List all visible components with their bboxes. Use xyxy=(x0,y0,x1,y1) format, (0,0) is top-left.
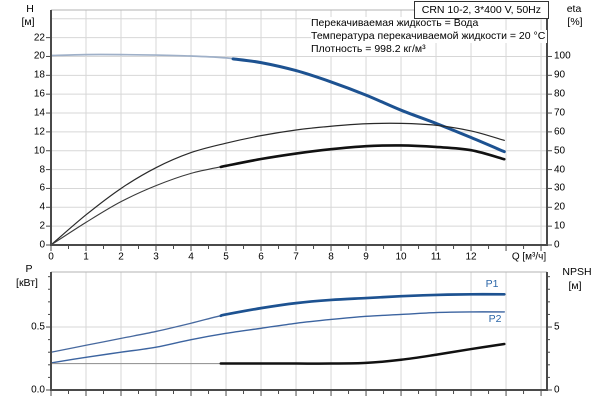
curve-NPSH-curve xyxy=(219,342,506,365)
right-tick-label: 20 xyxy=(554,201,566,213)
p-axis-title: P xyxy=(25,263,33,275)
npsh-axis-unit: [м] xyxy=(568,280,582,292)
right-tick-label: 80 xyxy=(554,88,566,100)
right-tick-label: 0 xyxy=(554,239,560,251)
right-tick-label: 60 xyxy=(554,126,566,138)
right-tick-label: 30 xyxy=(554,182,566,194)
left-tick-label: 20 xyxy=(33,50,45,62)
npsh-axis-title: NPSH xyxy=(562,266,592,278)
x-tick-label: 4 xyxy=(188,251,194,263)
left-tick-label: 4 xyxy=(39,201,45,213)
x-tick-label: 0 xyxy=(48,251,54,263)
h-axis-unit: [м] xyxy=(21,16,35,28)
eta-axis-unit: [%] xyxy=(567,16,583,28)
x-tick-label: 9 xyxy=(363,251,369,263)
right-tick-label: 90 xyxy=(554,69,566,81)
q-axis-unit: Q [м³/ч] xyxy=(511,251,547,263)
right-tick-label: 10 xyxy=(554,220,566,232)
right-tick-label: 100 xyxy=(554,50,571,62)
left-tick-label: 18 xyxy=(33,69,45,81)
curve-eta-pump-motor xyxy=(219,144,506,169)
right-tick-label: 0 xyxy=(554,384,560,396)
annotation-density: Плотность = 998.2 кг/м³ xyxy=(311,43,428,56)
left-tick-label: 22 xyxy=(33,32,45,44)
p-axis-unit: [кВт] xyxy=(16,277,38,289)
pump-title-box: CRN 10-2, 3*400 V, 50Hz xyxy=(413,1,549,19)
right-tick-label: 5 xyxy=(554,321,560,333)
left-tick-label: 12 xyxy=(33,126,45,138)
left-tick-label: 0.5 xyxy=(31,321,45,333)
left-tick-label: 8 xyxy=(39,164,45,176)
x-tick-label: 5 xyxy=(223,251,229,263)
annotation-block: Перекачиваемая жидкость = Вода Температу… xyxy=(311,17,548,56)
x-tick-label: 12 xyxy=(465,251,477,263)
right-tick-label: 40 xyxy=(554,164,566,176)
curve-H-curve xyxy=(231,57,506,154)
x-tick-label: 3 xyxy=(153,251,159,263)
curve-P2-curve xyxy=(50,311,505,364)
annotation-temperature: Температура перекачиваемой жидкости = 20… xyxy=(311,30,548,43)
p1-curve-label: P1 xyxy=(485,278,499,290)
x-tick-label: 6 xyxy=(258,251,264,263)
left-tick-label: 6 xyxy=(39,182,45,194)
x-tick-label: 11 xyxy=(430,251,442,263)
eta-axis-title: eta xyxy=(566,3,582,15)
left-tick-label: 0 xyxy=(39,239,45,251)
x-tick-label: 2 xyxy=(118,251,124,263)
curve-P1-curve xyxy=(219,292,506,318)
left-tick-label: 14 xyxy=(33,107,45,119)
left-tick-label: 10 xyxy=(33,145,45,157)
right-tick-label: 70 xyxy=(554,107,566,119)
curve-eta-pump xyxy=(50,122,505,246)
annotation-liquid: Перекачиваемая жидкость = Вода xyxy=(311,17,481,30)
left-tick-label: 16 xyxy=(33,88,45,100)
left-tick-label: 2 xyxy=(39,220,45,232)
right-tick-label: 50 xyxy=(554,145,566,157)
p2-curve-label: P2 xyxy=(488,313,502,325)
x-tick-label: 1 xyxy=(83,251,89,263)
x-tick-label: 7 xyxy=(293,251,299,263)
h-axis-title: H xyxy=(26,3,34,15)
x-tick-label: 10 xyxy=(395,251,407,263)
x-tick-label: 8 xyxy=(328,251,334,263)
left-tick-label: 0.0 xyxy=(31,384,45,396)
